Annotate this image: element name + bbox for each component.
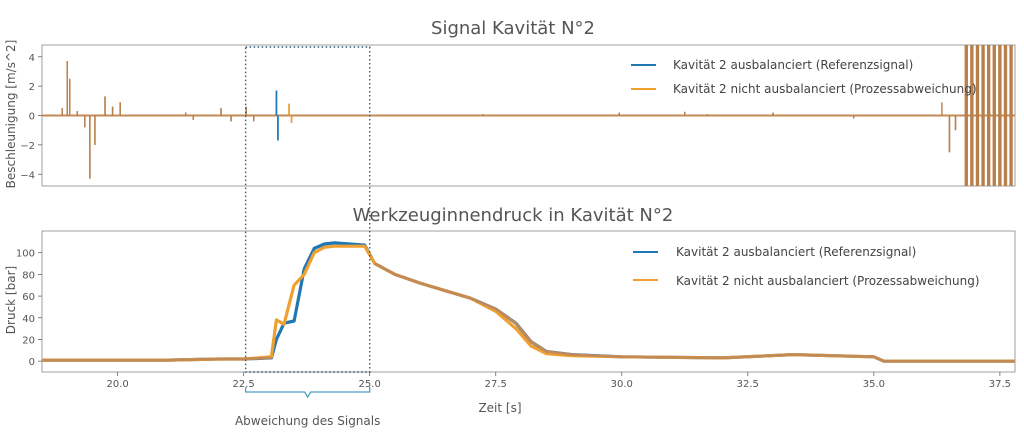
x-tick-label: 30.0	[611, 379, 633, 390]
series-deviation	[42, 244, 1015, 363]
y-tick-label: 4	[29, 53, 35, 64]
x-tick-label: 22.5	[233, 379, 255, 390]
y-axis-label-pressure: Druck [bar]	[4, 266, 18, 334]
y-tick-label: −4	[20, 170, 35, 181]
y-tick-label: 60	[22, 292, 35, 303]
series-overlap	[374, 262, 1015, 363]
saturated-band	[1009, 45, 1013, 186]
saturated-band	[975, 45, 980, 186]
deviation-highlight: Abweichung des Signals	[235, 46, 380, 428]
saturated-band	[981, 45, 985, 186]
saturated-band	[970, 45, 974, 186]
y-tick-label: 20	[22, 335, 35, 346]
y-axis-label-acceleration: Beschleunigung [m/s^2]	[4, 40, 18, 189]
plot-area-acceleration	[42, 45, 1015, 186]
x-tick-label: 37.5	[989, 379, 1011, 390]
x-tick-label: 27.5	[485, 379, 507, 390]
x-tick-label: 25.0	[359, 379, 381, 390]
x-axis-label-pressure: Zeit [s]	[478, 401, 521, 415]
chart-pressure: Werkzeuginnendruck in Kavität N°2 0 20 40 6…	[4, 205, 1016, 415]
x-tick-label: 32.5	[737, 379, 759, 390]
highlight-label: Abweichung des Signals	[235, 414, 380, 428]
legend-pressure: Kavität 2 ausbalanciert (Referenzsignal)…	[633, 245, 980, 288]
y-tick-label: 0	[29, 112, 35, 123]
y-ticks-pressure: 0 20 40 60 80 100	[16, 249, 42, 368]
x-tick-label: 35.0	[863, 379, 885, 390]
highlight-box	[244, 46, 371, 373]
x-ticks-pressure: 20.0 22.5 25.0 27.5 30.0 32.5 35.0 37.5	[106, 372, 1011, 390]
legend-acceleration: Kavität 2 ausbalanciert (Referenzsignal)…	[631, 58, 977, 96]
legend-label-reference: Kavität 2 ausbalanciert (Referenzsignal)	[676, 245, 916, 259]
saturated-band	[986, 45, 991, 186]
y-tick-label: 2	[29, 82, 35, 93]
saturated-band	[1003, 45, 1008, 186]
saturated-band	[964, 45, 968, 186]
x-tick-label: 20.0	[106, 379, 128, 390]
plot-frame-pressure	[41, 230, 1016, 373]
y-tick-label: 40	[22, 314, 35, 325]
chart-acceleration: Signal Kavität N°2 4 2 0 −2 −4 Beschleunigun…	[4, 18, 1016, 189]
legend-label-deviation: Kavität 2 nicht ausbalanciert (Prozessab…	[673, 82, 977, 96]
series-overlap	[42, 356, 272, 362]
title-acceleration: Signal Kavität N°2	[431, 18, 595, 39]
plot-area-pressure	[42, 241, 1015, 363]
saturated-band	[992, 45, 996, 186]
y-tick-label: 80	[22, 270, 35, 281]
title-pressure: Werkzeuginnendruck in Kavität N°2	[353, 205, 674, 226]
legend-label-reference: Kavität 2 ausbalanciert (Referenzsignal)	[673, 58, 913, 72]
legend-label-deviation: Kavität 2 nicht ausbalanciert (Prozessab…	[676, 274, 980, 288]
y-ticks-acceleration: 4 2 0 −2 −4	[20, 53, 42, 181]
y-tick-label: 100	[16, 249, 35, 260]
y-tick-label: 0	[29, 357, 35, 368]
saturated-band	[998, 45, 1002, 186]
highlight-bracket	[245, 387, 371, 399]
y-tick-label: −2	[20, 141, 35, 152]
